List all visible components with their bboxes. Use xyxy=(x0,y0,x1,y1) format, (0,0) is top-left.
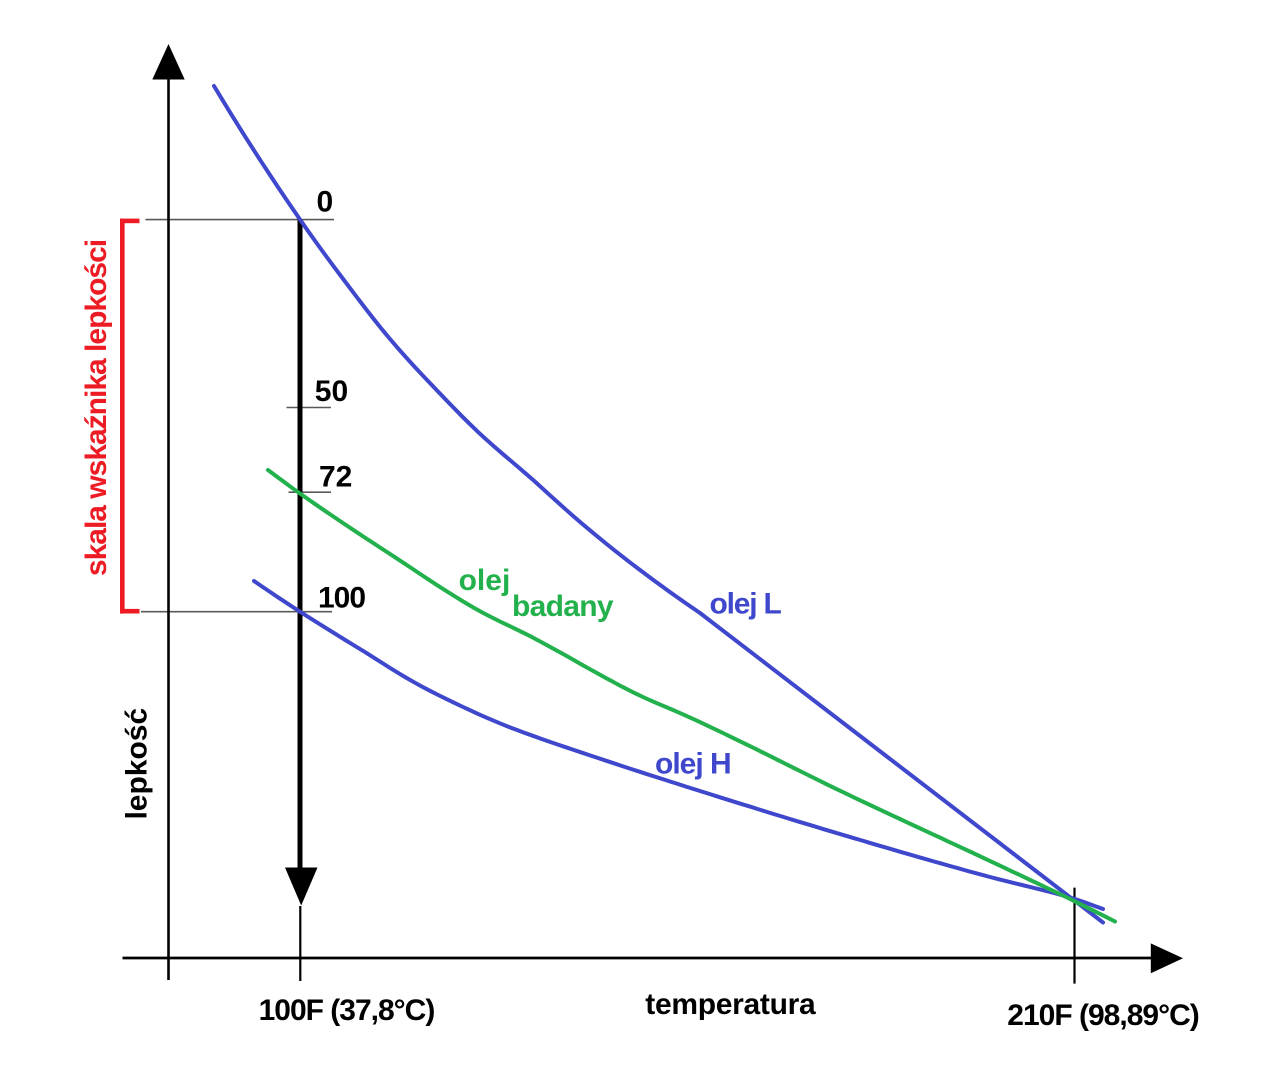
svg-text:0: 0 xyxy=(317,186,334,219)
svg-text:210F (98,89°C): 210F (98,89°C) xyxy=(1007,999,1198,1032)
svg-text:skala wskaźnika lepkości: skala wskaźnika lepkości xyxy=(80,240,113,576)
svg-text:50: 50 xyxy=(315,375,348,408)
svg-text:100: 100 xyxy=(318,582,365,615)
svg-text:olej L: olej L xyxy=(710,588,782,621)
svg-text:lepkość: lepkość xyxy=(121,708,154,820)
svg-text:72: 72 xyxy=(319,460,352,493)
svg-text:100F (37,8°C): 100F (37,8°C) xyxy=(259,994,435,1027)
svg-text:temperatura: temperatura xyxy=(645,988,816,1021)
svg-text:olej: olej xyxy=(459,564,511,597)
svg-text:badany: badany xyxy=(512,590,614,623)
svg-text:olej H: olej H xyxy=(655,748,731,781)
